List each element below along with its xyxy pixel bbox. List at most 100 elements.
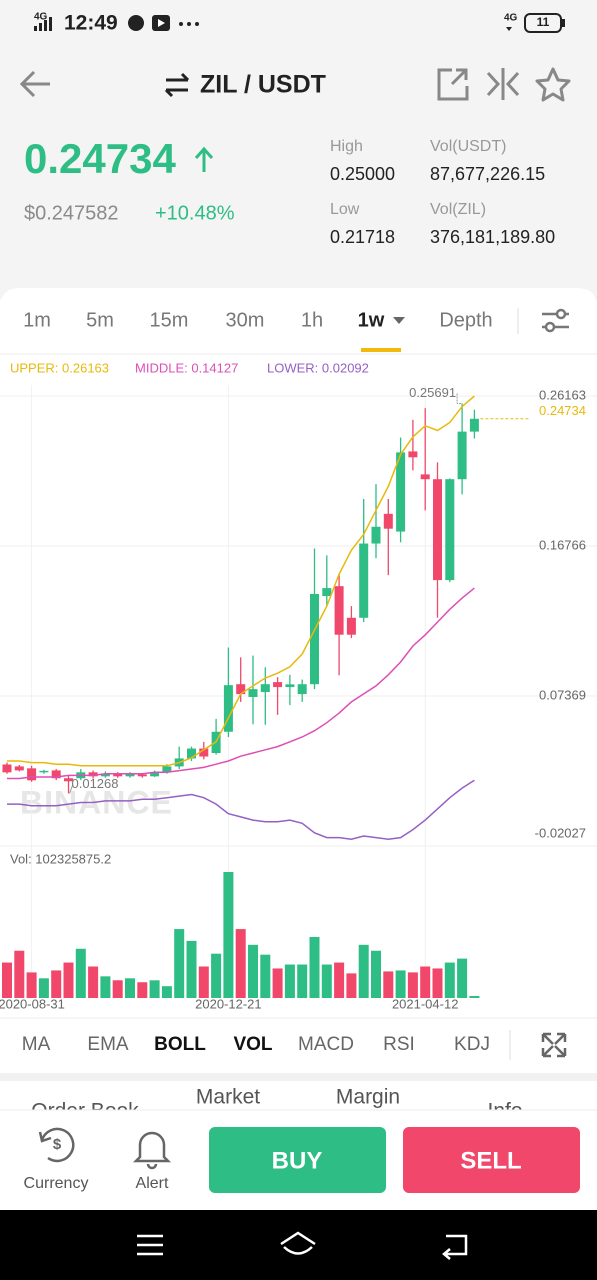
volume-bar	[14, 950, 25, 998]
currency-icon[interactable]: $	[38, 1127, 75, 1163]
sell-label[interactable]: SELL	[460, 1147, 521, 1174]
max-leader	[456, 393, 462, 405]
candle-body	[322, 588, 332, 597]
volume-bar	[125, 978, 135, 998]
home-button[interactable]	[280, 1231, 316, 1255]
interval-tab[interactable]: 1w	[358, 309, 385, 331]
volume-bar	[26, 972, 37, 998]
interval-underline	[361, 348, 401, 352]
indicator-tab[interactable]: BOLL	[154, 1034, 206, 1055]
band-line	[7, 587, 475, 780]
indicator-tab[interactable]: RSI	[383, 1034, 415, 1055]
price-change: +10.48%	[155, 202, 235, 224]
back-nav-button[interactable]	[442, 1234, 468, 1260]
indicator-tab[interactable]: EMA	[87, 1034, 129, 1055]
volume-bar	[272, 968, 283, 998]
interval-tab[interactable]: 15m	[150, 309, 189, 331]
low-label: Low	[330, 201, 360, 218]
fiat-price: $0.247582	[24, 202, 119, 224]
candle-body	[125, 774, 135, 777]
menu-button[interactable]	[137, 1234, 163, 1256]
sheet-tab[interactable]: Market	[196, 1086, 260, 1109]
battery-level: 11	[537, 15, 550, 29]
volume-bar	[420, 966, 431, 998]
candle-body	[236, 684, 246, 695]
settings-button[interactable]	[542, 308, 569, 333]
last-price: 0.24734	[24, 135, 176, 182]
currency-label[interactable]: Currency	[24, 1175, 89, 1192]
sheet-tab[interactable]: Margin	[336, 1086, 400, 1109]
data-icon	[506, 27, 512, 31]
high-label: High	[330, 138, 363, 155]
swap-icon[interactable]	[164, 72, 190, 98]
volume-bar	[309, 936, 320, 998]
volume-bar	[444, 962, 455, 998]
status-icon	[128, 15, 144, 31]
interval-tab[interactable]: Depth	[439, 309, 492, 331]
volume-bar	[260, 954, 271, 998]
x-tick-label: 2020-12-21	[195, 996, 262, 1011]
volume-bar	[88, 966, 99, 998]
top-background	[0, 0, 597, 300]
candle-body	[346, 617, 356, 635]
volume-bar	[161, 986, 172, 998]
indicator-tab[interactable]: VOL	[233, 1034, 272, 1055]
nav-bar	[0, 1210, 597, 1280]
interval-tab[interactable]: 1m	[23, 309, 51, 331]
compare-button[interactable]	[486, 68, 520, 100]
legend-label: UPPER: 0.26163	[10, 360, 109, 375]
volume-bar	[321, 964, 332, 998]
favorite-button[interactable]	[535, 67, 571, 102]
candle-body	[334, 586, 344, 635]
candle-body	[310, 593, 319, 685]
band-line	[7, 395, 475, 767]
share-button[interactable]	[437, 68, 469, 101]
interval-dropdown	[393, 317, 405, 324]
back-button[interactable]	[19, 70, 50, 98]
indicator-tab[interactable]: MA	[22, 1034, 51, 1055]
interval-tab[interactable]: 5m	[86, 309, 114, 331]
candle-body	[383, 513, 393, 529]
candle-body	[223, 685, 233, 732]
indicator-tab[interactable]: KDJ	[454, 1034, 490, 1055]
sheet-gap	[0, 1073, 597, 1081]
volume-bar	[358, 944, 369, 998]
min-leader	[69, 785, 73, 794]
interval-tab[interactable]: 1h	[301, 309, 323, 331]
volume-bar	[407, 972, 418, 998]
volume-bar	[2, 962, 12, 998]
candle-body	[187, 748, 196, 759]
x-tick-label: 2020-08-31	[0, 996, 65, 1011]
candle-body	[2, 764, 12, 773]
pair-title: ZIL / USDT	[200, 71, 326, 99]
candle-body	[371, 526, 381, 544]
volume-bar	[371, 950, 381, 998]
sell-button[interactable]	[403, 1127, 580, 1193]
buy-button[interactable]	[209, 1127, 386, 1193]
volume-bar	[149, 980, 160, 998]
x-tick-label: 2021-04-12	[392, 996, 459, 1011]
candle-body	[297, 684, 307, 695]
candle-body	[408, 451, 418, 458]
volume-bar	[100, 976, 111, 998]
candle-body	[39, 770, 49, 773]
volume-bar	[174, 929, 185, 998]
vol-usdt-value: 87,677,226.15	[430, 164, 545, 184]
alert-label[interactable]: Alert	[136, 1175, 169, 1192]
buy-label[interactable]: BUY	[272, 1147, 323, 1174]
volume-bar	[235, 929, 246, 998]
candle-body	[445, 479, 455, 581]
volume-bar	[38, 978, 49, 998]
candle-body	[113, 773, 123, 777]
alert-icon[interactable]	[132, 1131, 172, 1170]
indicator-tab[interactable]: MACD	[298, 1034, 354, 1055]
svg-text:$: $	[53, 1136, 62, 1153]
fullscreen-button[interactable]	[541, 1032, 567, 1058]
volume-bar	[63, 962, 74, 998]
interval-tab[interactable]: 30m	[226, 309, 265, 331]
volume-bar	[383, 971, 394, 998]
candle-body	[273, 682, 283, 688]
volume-bar	[284, 964, 295, 998]
candle-body	[285, 684, 295, 688]
